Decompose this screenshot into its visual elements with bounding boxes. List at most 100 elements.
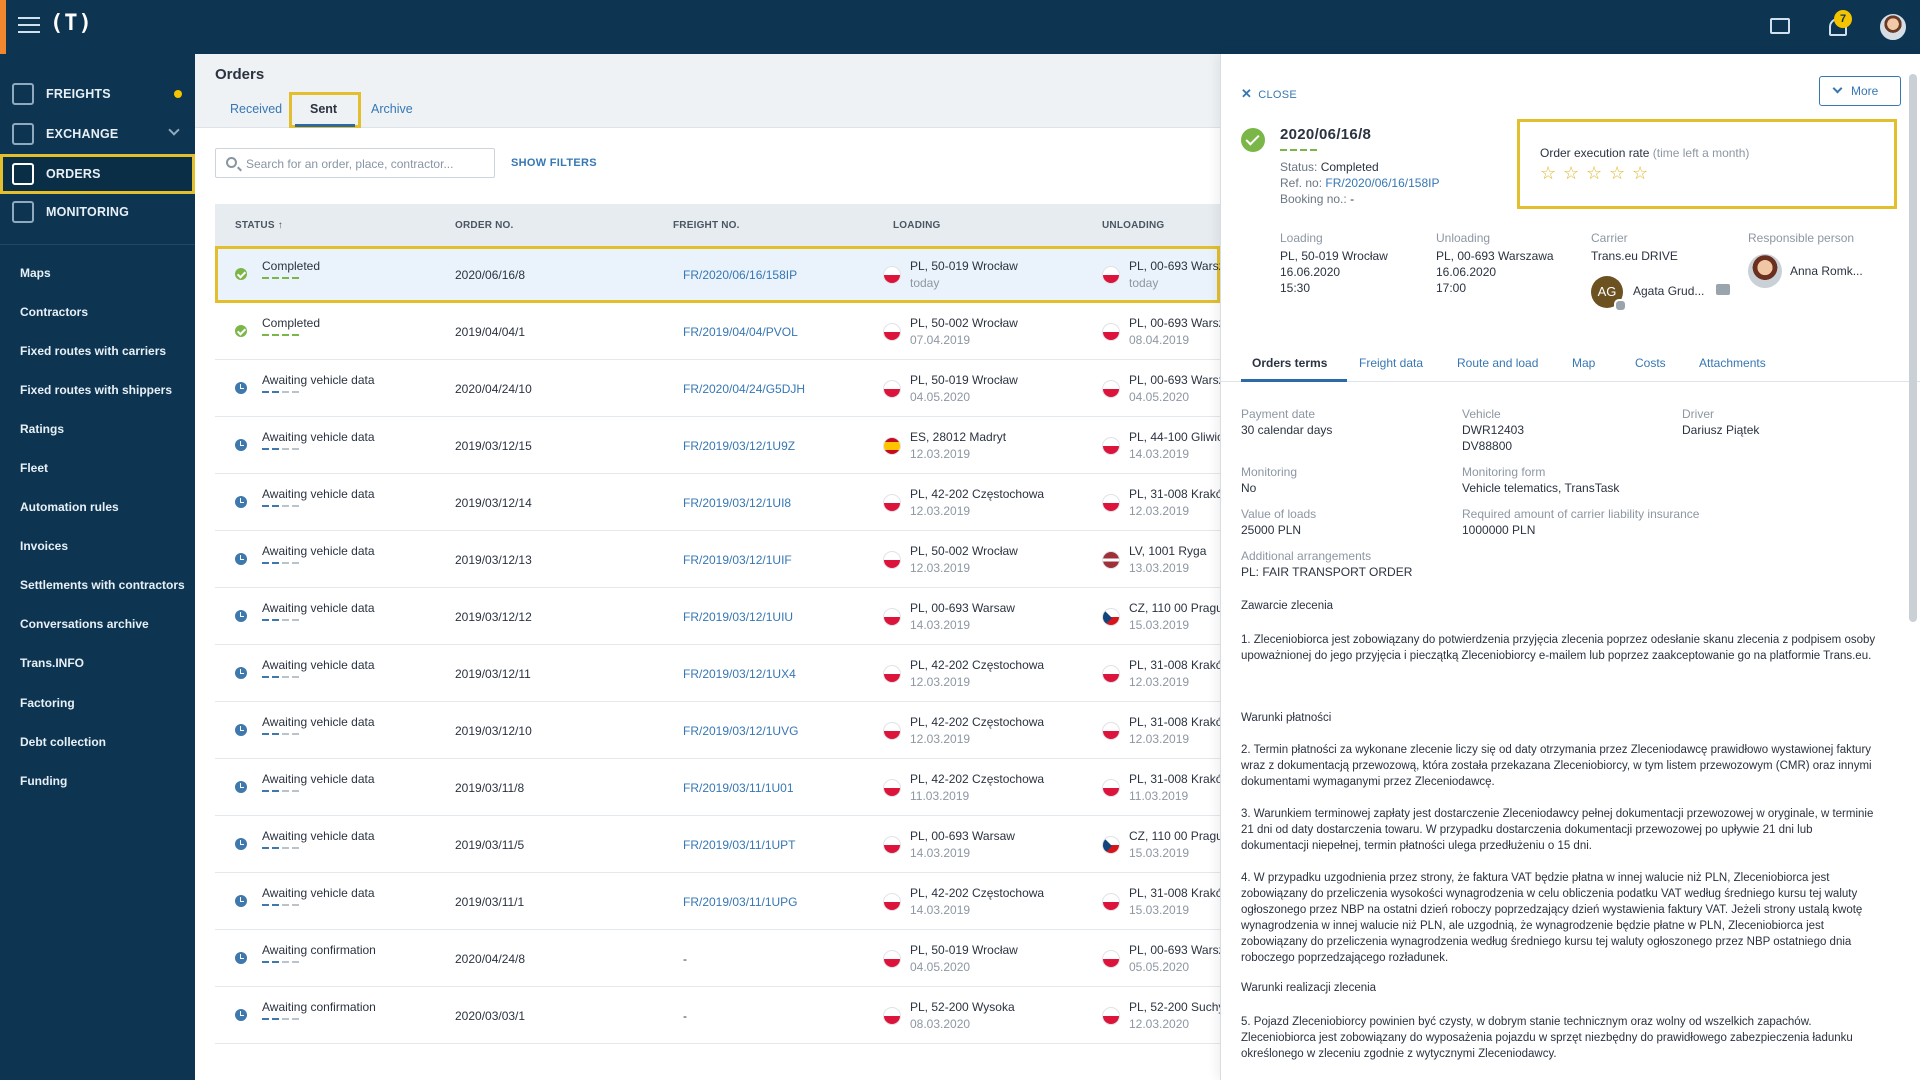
- row-loading-place: PL, 42-202 Częstochowa: [910, 487, 1045, 501]
- progress-dashes: [262, 1018, 302, 1021]
- row-unloading-date: 08.04.2019: [1129, 333, 1190, 347]
- sidebar-item-automation-rules[interactable]: Automation rules: [20, 500, 119, 514]
- table-row[interactable]: Awaiting vehicle data 2019/03/12/14 FR/201…: [215, 474, 1220, 531]
- table-row[interactable]: Awaiting vehicle data 2019/03/12/10 FR/201…: [215, 702, 1220, 759]
- sidebar-item-ratings[interactable]: Ratings: [20, 422, 65, 436]
- rating-title-text: Order execution rate: [1540, 146, 1650, 160]
- ref-link[interactable]: FR/2020/06/16/158IP: [1325, 176, 1440, 190]
- driver-field: Driver Dariusz Piątek: [1682, 406, 1759, 438]
- unloading-label: Unloading: [1436, 231, 1491, 245]
- rating-star-icon[interactable]: ☆: [1563, 163, 1580, 184]
- row-freight-no[interactable]: FR/2019/03/12/1UI8: [683, 496, 792, 510]
- table-row[interactable]: Awaiting vehicle data 2019/03/12/13 FR/201…: [215, 531, 1220, 588]
- vehicle-field: Vehicle DWR12403 DV88800: [1462, 406, 1524, 454]
- column-status[interactable]: STATUS ↑: [235, 220, 283, 231]
- row-freight-no[interactable]: FR/2020/04/24/G5DJH: [683, 382, 806, 396]
- more-button[interactable]: More: [1819, 76, 1901, 106]
- table-row[interactable]: Awaiting confirmation 2020/03/03/1 - PL, 52…: [215, 987, 1220, 1044]
- row-order-no: 2020/04/24/10: [455, 382, 532, 396]
- tab-route-and-load[interactable]: Route and load: [1457, 356, 1539, 370]
- sidebar-item-fixed-routes-shippers[interactable]: Fixed routes with shippers: [20, 383, 173, 397]
- rating-star-icon[interactable]: ☆: [1540, 163, 1557, 184]
- show-filters-link[interactable]: SHOW FILTERS: [511, 157, 597, 169]
- carrier-info: Carrier Trans.eu DRIVE: [1591, 230, 1678, 264]
- column-freight-no[interactable]: FREIGHT NO.: [673, 220, 740, 231]
- panel-scrollbar[interactable]: [1909, 74, 1917, 622]
- column-unloading[interactable]: UNLOADING: [1102, 220, 1165, 231]
- row-freight-no[interactable]: FR/2019/03/12/1UIF: [683, 553, 792, 567]
- sidebar-item-orders[interactable]: ORDERS: [0, 154, 195, 194]
- search-input[interactable]: [246, 155, 486, 173]
- close-panel-button[interactable]: ✕ CLOSE: [1241, 86, 1297, 102]
- tab-received[interactable]: Received: [230, 102, 283, 116]
- row-loading-place: PL, 00-693 Warsaw: [910, 601, 1015, 615]
- table-row[interactable]: Awaiting confirmation 2020/04/24/8 - PL, 50…: [215, 930, 1220, 987]
- hamburger-menu-icon[interactable]: [18, 17, 40, 37]
- tab-orders-terms[interactable]: Orders terms: [1252, 356, 1328, 370]
- carrier-company[interactable]: Trans.eu DRIVE: [1591, 249, 1678, 263]
- messages-icon[interactable]: [1770, 14, 1796, 40]
- table-row[interactable]: Completed 2019/04/04/1 FR/2019/04/04/PVOL P…: [215, 303, 1220, 360]
- table-row[interactable]: Completed 2020/06/16/8 FR/2020/06/16/158IP…: [215, 246, 1220, 303]
- row-freight-no[interactable]: FR/2019/03/12/1UIU: [683, 610, 794, 624]
- column-order-no[interactable]: ORDER NO.: [455, 220, 514, 231]
- tab-map[interactable]: Map: [1572, 356, 1596, 370]
- row-freight-no[interactable]: FR/2019/03/11/1U01: [683, 781, 794, 795]
- sidebar-item-settlements[interactable]: Settlements with contractors: [20, 578, 185, 592]
- country-flag-icon: [883, 950, 901, 968]
- sidebar-item-contractors[interactable]: Contractors: [20, 305, 89, 319]
- sidebar-item-exchange[interactable]: EXCHANGE: [0, 114, 195, 154]
- row-freight-no[interactable]: FR/2019/03/11/1UPG: [683, 895, 798, 909]
- tab-attachments[interactable]: Attachments: [1699, 356, 1766, 370]
- tab-costs[interactable]: Costs: [1635, 356, 1666, 370]
- row-loading-place: PL, 42-202 Częstochowa: [910, 715, 1045, 729]
- sidebar: FREIGHTS EXCHANGE ORDERS MONITORING Maps…: [0, 54, 195, 1080]
- row-loading-date: 14.03.2019: [910, 903, 971, 917]
- sidebar-item-freights[interactable]: FREIGHTS: [0, 74, 195, 114]
- tab-freight-data[interactable]: Freight data: [1359, 356, 1424, 370]
- table-row[interactable]: Awaiting vehicle data 2019/03/11/5 FR/2019…: [215, 816, 1220, 873]
- sidebar-item-maps[interactable]: Maps: [20, 266, 51, 280]
- row-freight-no[interactable]: FR/2019/03/11/1UPT: [683, 838, 796, 852]
- responsible-name[interactable]: Anna Romk...: [1790, 264, 1863, 278]
- table-row[interactable]: Awaiting vehicle data 2019/03/11/1 FR/2019…: [215, 873, 1220, 930]
- sidebar-item-fleet[interactable]: Fleet: [20, 461, 49, 475]
- app-logo[interactable]: (T): [50, 11, 93, 36]
- table-row[interactable]: Awaiting vehicle data 2019/03/12/15 FR/201…: [215, 417, 1220, 474]
- row-freight-no[interactable]: FR/2019/04/04/PVOL: [683, 325, 798, 339]
- rating-star-icon[interactable]: ☆: [1609, 163, 1626, 184]
- user-avatar[interactable]: [1880, 14, 1906, 40]
- sidebar-divider: [0, 244, 195, 245]
- row-freight-no[interactable]: FR/2019/03/12/1UX4: [683, 667, 796, 681]
- table-row[interactable]: Awaiting vehicle data 2019/03/12/11 FR/201…: [215, 645, 1220, 702]
- country-flag-icon: [1102, 380, 1120, 398]
- loading-date: 16.06.2020: [1280, 265, 1341, 279]
- top-bar: (T) 7: [0, 0, 1920, 54]
- row-freight-no[interactable]: FR/2019/03/12/1U9Z: [683, 439, 796, 453]
- sidebar-item-funding[interactable]: Funding: [20, 774, 68, 788]
- column-loading[interactable]: LOADING: [893, 220, 941, 231]
- row-freight-no[interactable]: FR/2020/06/16/158IP: [683, 268, 798, 282]
- carrier-person[interactable]: Agata Grud...: [1633, 284, 1705, 298]
- table-row[interactable]: Awaiting vehicle data 2019/03/11/8 FR/2019…: [215, 759, 1220, 816]
- country-flag-icon: [1102, 266, 1120, 284]
- message-icon[interactable]: [1716, 284, 1730, 295]
- sidebar-item-invoices[interactable]: Invoices: [20, 539, 69, 553]
- orders-main: Orders Received Sent Archive SHOW FILTER…: [195, 54, 1220, 1080]
- table-row[interactable]: Awaiting vehicle data 2019/03/12/12 FR/201…: [215, 588, 1220, 645]
- rating-star-icon[interactable]: ☆: [1632, 163, 1649, 184]
- row-order-no: 2019/04/04/1: [455, 325, 526, 339]
- tab-sent[interactable]: Sent: [310, 102, 338, 116]
- row-freight-no[interactable]: FR/2019/03/12/1UVG: [683, 724, 799, 738]
- tab-archive[interactable]: Archive: [371, 102, 413, 116]
- sidebar-item-factoring[interactable]: Factoring: [20, 696, 75, 710]
- country-flag-icon: [883, 608, 901, 626]
- rating-star-icon[interactable]: ☆: [1586, 163, 1603, 184]
- sidebar-item-conversations-archive[interactable]: Conversations archive: [20, 617, 149, 631]
- sidebar-item-debt-collection[interactable]: Debt collection: [20, 735, 107, 749]
- row-loading-place: PL, 50-019 Wrocław: [910, 943, 1018, 957]
- sidebar-item-fixed-routes-carriers[interactable]: Fixed routes with carriers: [20, 344, 167, 358]
- sidebar-item-trans-info[interactable]: Trans.INFO: [20, 656, 85, 670]
- table-row[interactable]: Awaiting vehicle data 2020/04/24/10 FR/202…: [215, 360, 1220, 417]
- sidebar-item-monitoring[interactable]: MONITORING: [0, 192, 195, 232]
